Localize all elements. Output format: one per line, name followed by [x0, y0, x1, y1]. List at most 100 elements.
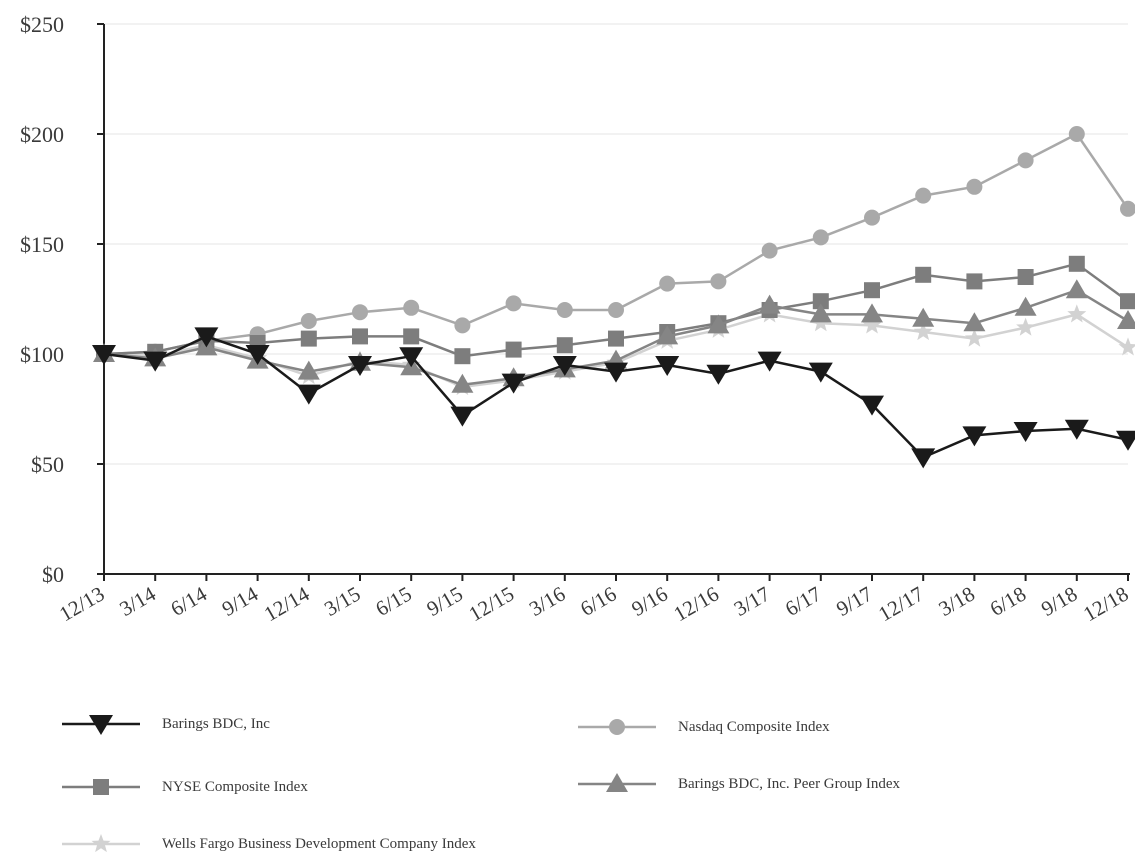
y-axis-ticks: $0 $50 $100 $150 $200 $250 — [20, 12, 104, 587]
data-point-nasdaq-composite-index — [608, 302, 624, 318]
legend-marker-circle-icon — [609, 719, 625, 735]
data-point-nasdaq-composite-index — [556, 302, 573, 318]
x-tick-label: 12/17 — [874, 582, 927, 627]
data-point-barings-bdc-inc — [808, 362, 833, 383]
data-point-nasdaq-composite-index — [659, 275, 676, 292]
x-tick-label: 12/13 — [55, 582, 108, 627]
x-tick-label: 3/17 — [730, 582, 774, 621]
legend-label-nyse: NYSE Composite Index — [162, 778, 308, 795]
data-point-barings-bdc-inc — [348, 356, 372, 376]
data-point-barings-bdc-inc — [296, 384, 321, 405]
data-point-barings-bdc-inc-peer-group-index — [656, 325, 679, 345]
legend-label-nasdaq: Nasdaq Composite Index — [678, 718, 830, 735]
x-tick-label: 9/18 — [1037, 582, 1081, 621]
data-point-nyse-composite-index — [608, 330, 624, 347]
y-tick-label: $50 — [31, 452, 64, 477]
x-tick-label: 3/15 — [320, 582, 364, 621]
legend-label-wells-fargo: Wells Fargo Business Development Company… — [162, 835, 476, 852]
legend-item-wells-fargo: Wells Fargo Business Development Company… — [62, 832, 476, 856]
data-point-barings-bdc-inc — [911, 448, 936, 469]
x-tick-label: 6/18 — [986, 582, 1030, 621]
legend-item-nyse: NYSE Composite Index — [62, 775, 308, 799]
y-tick-label: $100 — [20, 342, 64, 367]
data-point-nasdaq-composite-index — [403, 299, 420, 316]
legend-swatch-wells-fargo — [62, 834, 140, 853]
data-point-nasdaq-composite-index — [761, 242, 778, 259]
data-point-wells-fargo-business-development-company-index — [862, 315, 882, 334]
data-point-nyse-composite-index — [812, 293, 829, 310]
legend-label-barings-bdc: Barings BDC, Inc — [162, 715, 270, 732]
x-tick-label: 3/18 — [935, 582, 979, 621]
data-point-barings-bdc-inc-peer-group-index — [758, 294, 781, 314]
legend-item-nasdaq: Nasdaq Composite Index — [578, 715, 830, 739]
x-tick-label: 9/16 — [627, 582, 671, 621]
data-point-barings-bdc-inc — [92, 345, 116, 365]
data-point-barings-bdc-inc — [245, 345, 270, 365]
x-tick-label: 9/17 — [832, 582, 876, 621]
data-point-barings-bdc-inc — [604, 362, 628, 383]
legend-swatch-nasdaq — [578, 719, 656, 735]
data-point-nyse-composite-index — [915, 266, 932, 283]
data-point-nasdaq-composite-index — [1017, 152, 1034, 169]
data-point-nasdaq-composite-index — [915, 187, 932, 204]
data-point-barings-bdc-inc — [655, 356, 680, 376]
x-tick-label: 12/14 — [260, 581, 314, 626]
data-point-nasdaq-composite-index — [454, 317, 471, 334]
data-point-nyse-composite-index — [864, 282, 880, 299]
y-tick-label: $250 — [20, 12, 64, 37]
data-point-nyse-composite-index — [966, 273, 983, 290]
x-tick-label: 6/16 — [576, 582, 620, 621]
x-tick-label: 12/16 — [669, 582, 722, 627]
data-point-barings-bdc-inc-peer-group-index — [1117, 310, 1135, 329]
data-point-nyse-composite-index — [1120, 293, 1135, 310]
legend-marker-square-icon — [93, 779, 109, 795]
data-point-barings-bdc-inc — [552, 356, 577, 376]
data-point-barings-bdc-inc — [143, 351, 168, 372]
data-point-nyse-composite-index — [352, 328, 368, 345]
series-barings-bdc-inc — [92, 327, 1135, 469]
data-point-barings-bdc-inc-peer-group-index — [451, 373, 474, 393]
data-point-barings-bdc-inc — [501, 373, 526, 394]
data-point-barings-bdc-inc-peer-group-index — [1014, 296, 1037, 316]
data-point-nasdaq-composite-index — [966, 178, 983, 195]
data-point-barings-bdc-inc-peer-group-index — [297, 360, 320, 380]
data-point-barings-bdc-inc — [1116, 430, 1135, 451]
data-point-wells-fargo-business-development-company-index — [1067, 304, 1087, 323]
data-point-nasdaq-composite-index — [1120, 200, 1135, 217]
data-point-nyse-composite-index — [505, 341, 522, 358]
x-tick-label: 9/15 — [423, 582, 467, 621]
gridlines — [104, 23, 1128, 465]
data-point-wells-fargo-business-development-company-index — [913, 322, 933, 341]
data-point-barings-bdc-inc-peer-group-index — [912, 307, 935, 327]
data-point-barings-bdc-inc-peer-group-index — [963, 312, 986, 332]
data-point-barings-bdc-inc — [706, 364, 731, 385]
legend-label-peer-group: Barings BDC, Inc. Peer Group Index — [678, 775, 901, 792]
data-point-nyse-composite-index — [300, 330, 317, 347]
x-tick-label: 6/17 — [781, 582, 825, 621]
x-tick-label: 12/18 — [1079, 582, 1132, 627]
y-tick-label: $150 — [20, 232, 64, 257]
data-point-nyse-composite-index — [403, 328, 420, 345]
x-tick-label: 3/14 — [115, 581, 160, 621]
x-tick-label: 6/14 — [167, 581, 212, 621]
data-point-nasdaq-composite-index — [812, 229, 829, 246]
data-point-barings-bdc-inc — [399, 347, 424, 368]
x-tick-label: 3/16 — [525, 582, 569, 621]
data-point-nyse-composite-index — [1017, 269, 1034, 285]
legend-swatch-peer-group — [578, 773, 656, 792]
data-point-nasdaq-composite-index — [505, 295, 522, 312]
series-layer — [92, 126, 1135, 469]
data-point-wells-fargo-business-development-company-index — [1016, 317, 1036, 336]
y-tick-label: $0 — [42, 562, 64, 587]
data-point-nyse-composite-index — [454, 348, 471, 365]
data-point-barings-bdc-inc-peer-group-index — [707, 314, 730, 334]
legend-marker-star-icon — [91, 834, 111, 853]
legend-item-peer-group: Barings BDC, Inc. Peer Group Index — [578, 772, 900, 796]
data-point-nasdaq-composite-index — [300, 313, 317, 329]
data-point-nasdaq-composite-index — [1068, 126, 1085, 142]
data-point-barings-bdc-inc-peer-group-index — [1065, 279, 1088, 299]
legend-swatch-nyse — [62, 779, 140, 795]
x-tick-label: 9/14 — [218, 581, 263, 621]
x-tick-label: 6/15 — [371, 582, 415, 621]
